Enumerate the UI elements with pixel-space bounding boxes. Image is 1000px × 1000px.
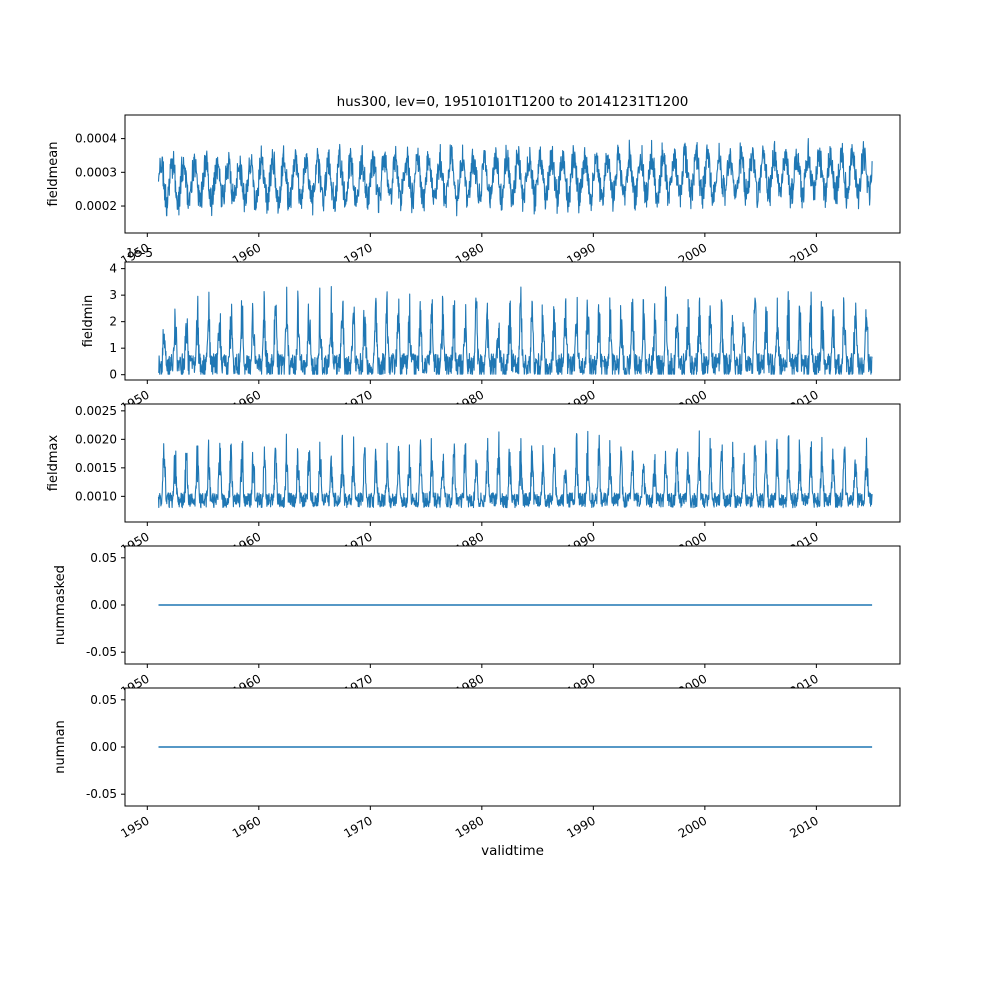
y-tick-label: 0.0002 — [75, 199, 117, 213]
series-line-fieldmin — [157, 286, 873, 375]
y-tick-label: 0.0003 — [75, 165, 117, 179]
y-tick-label: 0.0015 — [75, 461, 117, 475]
y-tick-label: 4 — [109, 262, 117, 276]
y-tick-label: 0.00 — [90, 740, 117, 754]
y-tick-label: 0.0010 — [75, 489, 117, 503]
series-line-fieldmax — [157, 430, 873, 509]
x-tick-label: 2000 — [676, 813, 709, 840]
y-axis-label-numnan: numnan — [53, 720, 68, 774]
x-tick-label: 1960 — [230, 813, 263, 840]
y-tick-label: 3 — [109, 288, 117, 302]
y-axis-label-nummasked: nummasked — [53, 565, 68, 645]
y-tick-label: 0 — [109, 368, 117, 382]
y-tick-label: 2 — [109, 315, 117, 329]
y-tick-label: 0.00 — [90, 598, 117, 612]
axes-frame-fieldmean — [124, 114, 901, 234]
offset-text: 1e-5 — [126, 246, 153, 260]
x-tick-label: 1980 — [453, 813, 486, 840]
chart-title: hus300, lev=0, 19510101T1200 to 20141231… — [336, 94, 689, 110]
series-line-fieldmean — [157, 138, 873, 217]
subplot-numnan: -0.05 0.00 0.05 1950 1960 1970 1980 1990 2000 201… — [53, 687, 901, 841]
y-tick-label: 0.05 — [90, 693, 117, 707]
y-tick-label: 0.05 — [90, 551, 117, 565]
y-axis-label-fieldmax: fieldmax — [46, 435, 61, 492]
y-tick-label: 0.0020 — [75, 432, 117, 446]
y-axis-label-fieldmean: fieldmean — [46, 142, 61, 207]
y-tick-label: 0.0025 — [75, 404, 117, 418]
y-tick-label: -0.05 — [86, 787, 117, 801]
y-tick-label: 0.0004 — [75, 132, 117, 146]
x-tick-label: 1970 — [341, 813, 374, 840]
y-axis-label-fieldmin: fieldmin — [81, 295, 96, 348]
x-tick-label: 1990 — [564, 813, 597, 840]
x-tick-label: 2010 — [787, 813, 820, 840]
x-tick-label: 1950 — [118, 813, 151, 840]
y-tick-label: -0.05 — [86, 645, 117, 659]
x-axis-label: validtime — [481, 843, 544, 859]
y-tick-label: 1 — [109, 341, 117, 355]
